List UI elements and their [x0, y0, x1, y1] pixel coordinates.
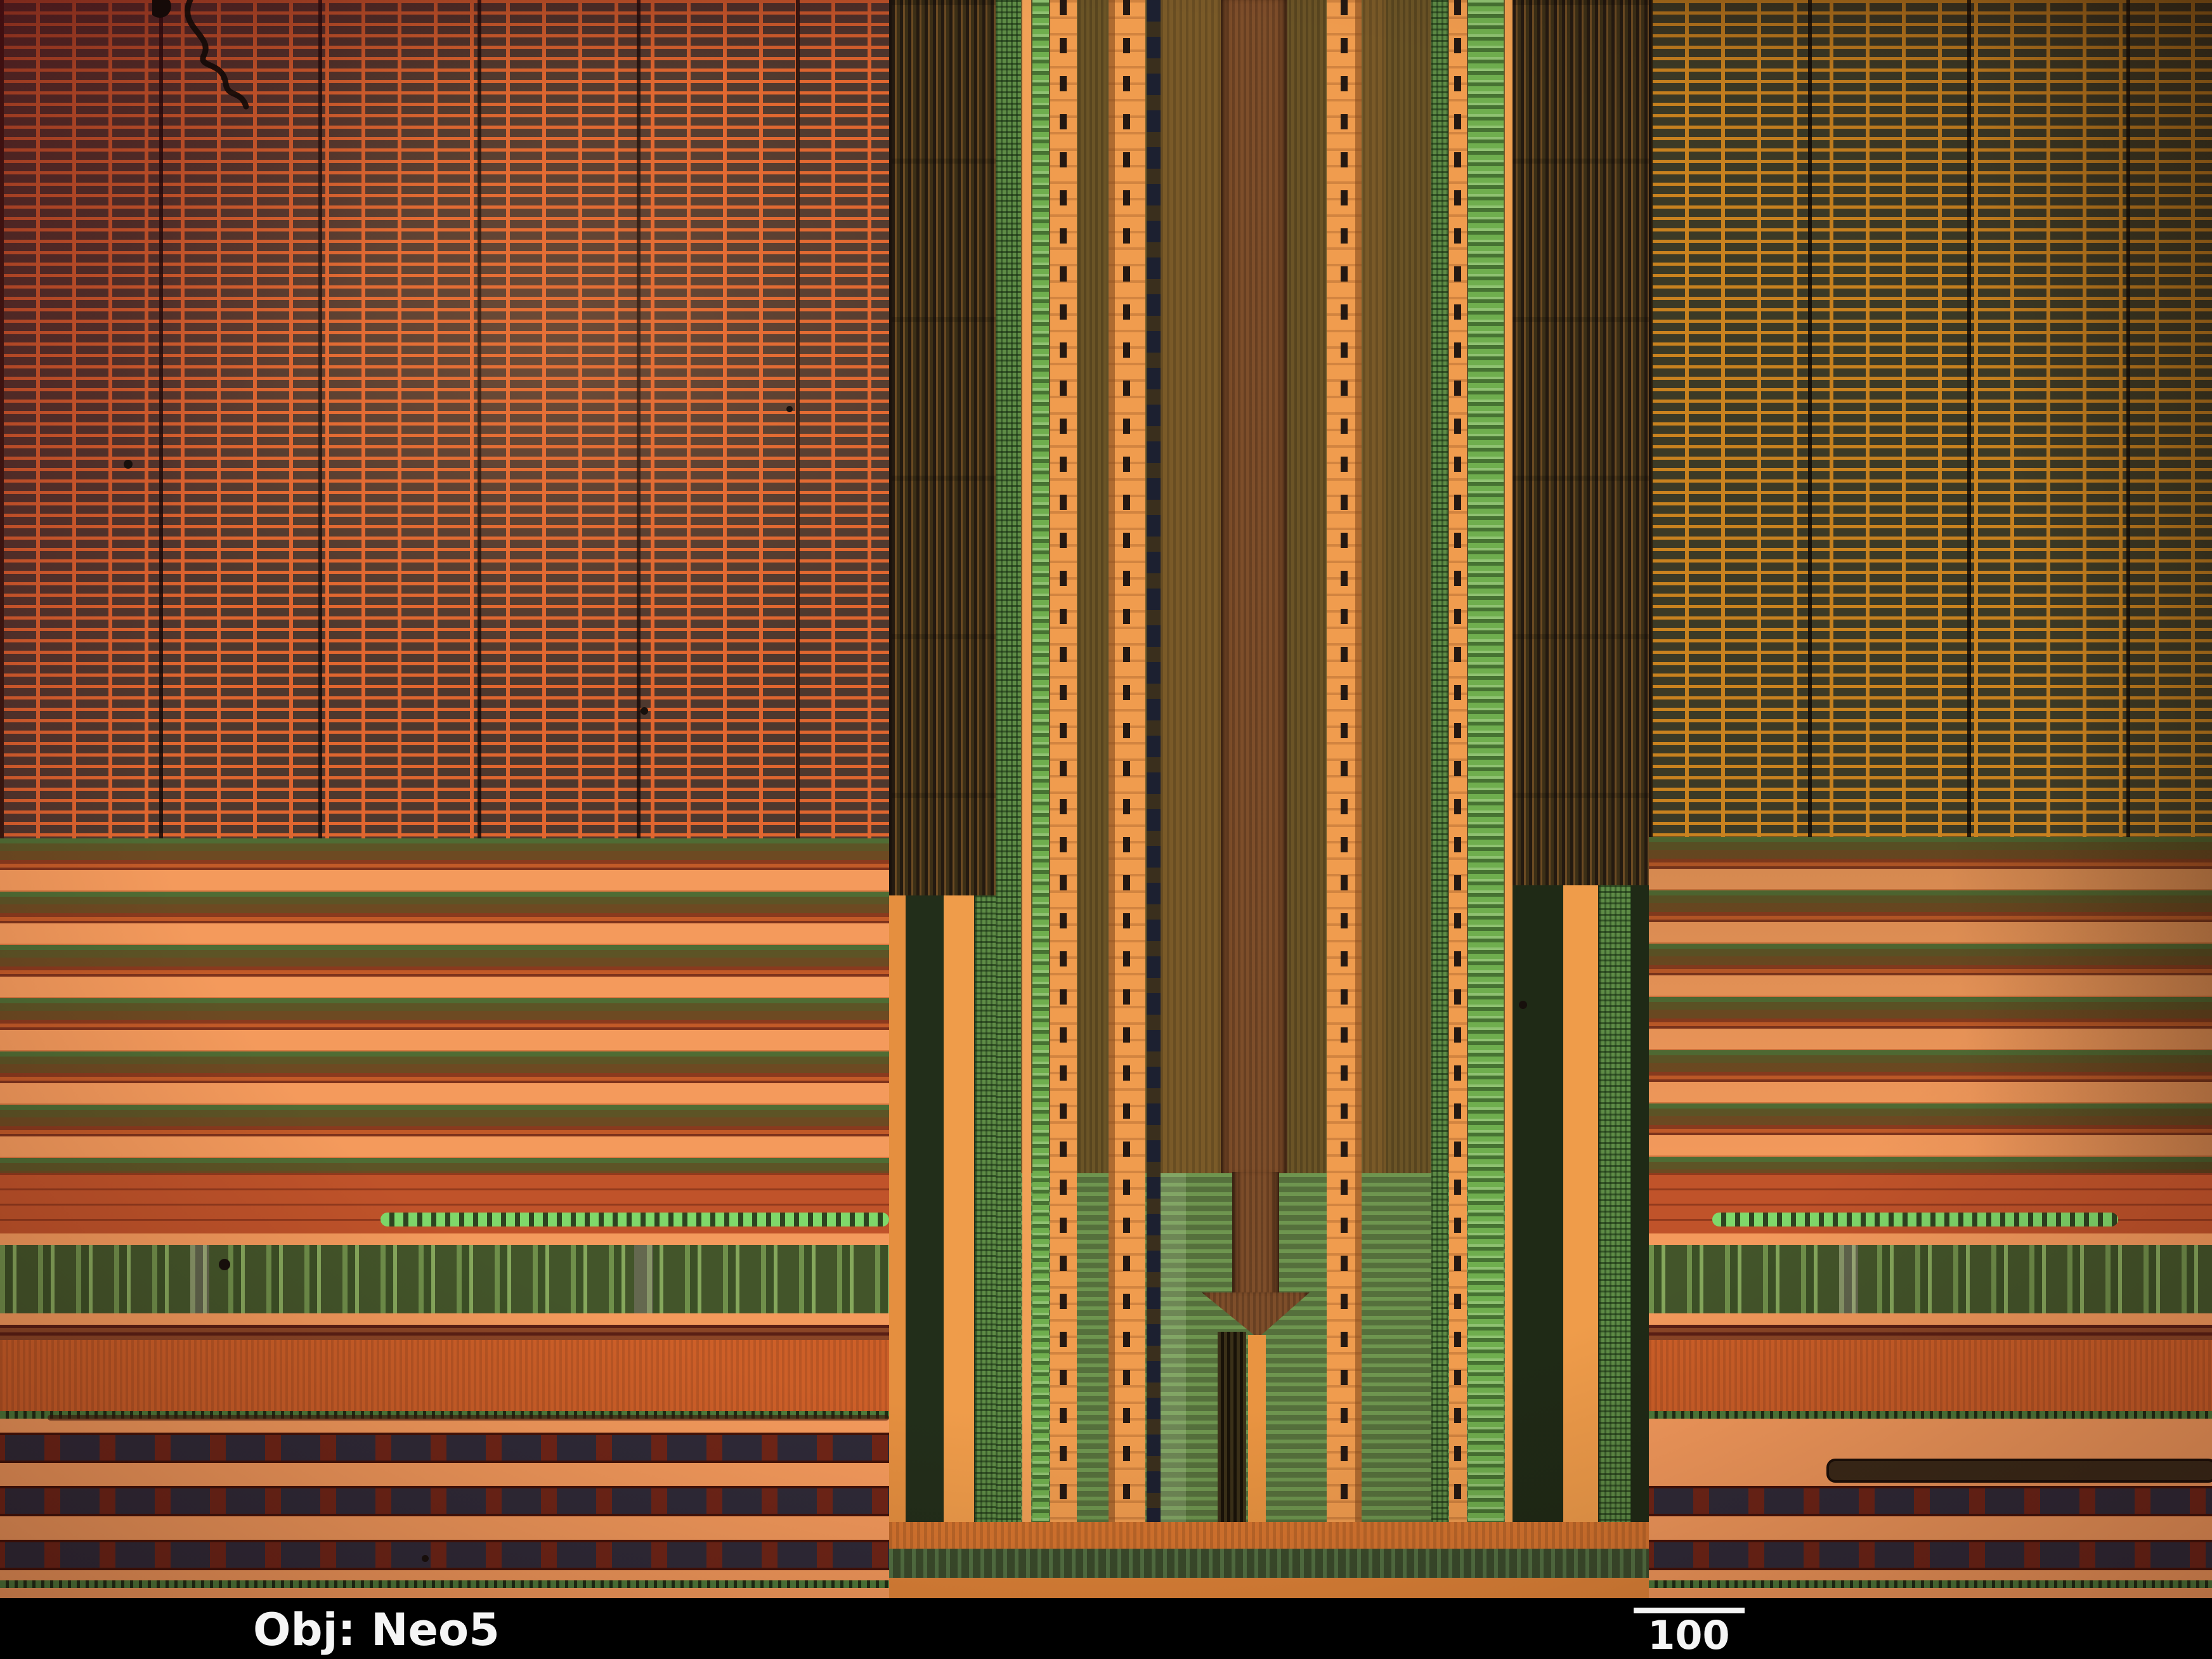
capsule-row: [1649, 1540, 2212, 1570]
orange-band: [889, 1578, 1649, 1598]
column-strip-left: [889, 895, 996, 1522]
peach-line: [0, 1233, 889, 1245]
metal-track: [889, 895, 906, 1522]
brown-bus-trunk: [1221, 0, 1287, 1173]
olive-band: [1289, 0, 1325, 1173]
orange-metal-block: [1649, 1340, 2212, 1411]
green-dotted-line: [1649, 1580, 2212, 1588]
column-strip-right: [1513, 885, 1649, 1522]
dust-speck: [641, 707, 648, 715]
logic-fabric-band: [0, 1245, 889, 1313]
logic-fabric-band: [1649, 1245, 2212, 1313]
die-photo: [0, 0, 2212, 1598]
info-bar: Obj: Neo5 100 µm: [0, 1598, 2212, 1659]
dark-fin-cluster: [1218, 1332, 1246, 1522]
dust-speck: [1519, 1001, 1527, 1009]
bus-rail: [1449, 0, 1467, 1522]
dark-slot-bar: [1826, 1459, 2212, 1483]
thin-wire: [48, 1415, 889, 1421]
stripe-band-right: [1649, 837, 2212, 1173]
green-dotted-line: [1649, 1411, 2212, 1419]
red-metal-band: [1649, 1173, 2212, 1233]
metal-line: [1248, 1335, 1266, 1522]
capsule-row-block: [1649, 1419, 2212, 1598]
olive-band: [1078, 0, 1107, 1173]
memory-array-top-left: [0, 0, 889, 838]
green-dashed-trace: [1712, 1213, 2118, 1226]
green-dotted-track: [1032, 0, 1049, 1522]
memory-array-top-right: [1649, 0, 2212, 837]
metal-line: [1505, 0, 1513, 1522]
orange-metal-block: [0, 1340, 889, 1411]
olive-band: [1386, 0, 1430, 1173]
capsule-row-block: [0, 1415, 889, 1598]
peach-line: [1649, 1233, 2212, 1245]
bottom-band-stack: [889, 1522, 1649, 1598]
dark-line-band: [0, 1325, 889, 1340]
scale-bar-line: [1633, 1608, 1745, 1613]
contact-column: [1147, 0, 1161, 1522]
dust-speck: [786, 406, 793, 412]
green-track: [1431, 0, 1448, 1522]
fin-column-zone-left: [889, 0, 998, 895]
fin-column-zone-right: [1513, 0, 1651, 885]
via-dashes: [1340, 0, 1348, 1522]
capsule-row: [0, 1540, 889, 1570]
green-dashed-trace: [381, 1213, 889, 1226]
capsule-row: [1649, 1486, 2212, 1516]
metal-track: [1563, 885, 1598, 1522]
stripe-band-left: [0, 838, 889, 1173]
green-band: [889, 1549, 1649, 1578]
dust-scratch: [152, 0, 249, 110]
dark-line-band: [1649, 1325, 2212, 1340]
via-dashes: [1454, 0, 1461, 1522]
capsule-row: [0, 1433, 889, 1463]
bus-rail: [1327, 0, 1362, 1522]
metal-line: [1022, 0, 1031, 1522]
dust-speck: [124, 460, 133, 469]
red-metal-band: [0, 1173, 889, 1233]
olive-band: [1363, 0, 1386, 1173]
green-dotted-line: [0, 1580, 889, 1588]
lower-block-left: [0, 1173, 889, 1598]
rounded-metal-bar: [1722, 1427, 1811, 1455]
metal-track: [944, 895, 974, 1522]
scale-bar-label: 100 µm: [1648, 1612, 1730, 1659]
green-dotted-track: [1468, 0, 1504, 1522]
orange-band: [889, 1522, 1649, 1549]
peach-line: [0, 1313, 889, 1325]
brown-bus-trunk-neck: [1232, 1172, 1279, 1295]
via-dashes: [1123, 0, 1130, 1522]
bus-rail: [1109, 0, 1145, 1522]
green-track: [975, 895, 996, 1522]
scale-bar: 100 µm: [1629, 1598, 1749, 1659]
via-dashes: [1060, 0, 1067, 1522]
olive-band: [1161, 0, 1221, 1173]
green-track: [1599, 885, 1631, 1522]
dust-speck: [219, 1259, 230, 1270]
green-track: [996, 0, 1021, 1522]
central-bus-zone: [996, 0, 1513, 1522]
dust-speck: [422, 1555, 429, 1562]
capsule-row: [0, 1486, 889, 1516]
objective-label: Obj: Neo5: [253, 1604, 500, 1656]
peach-line: [1649, 1313, 2212, 1325]
bus-rail: [1050, 0, 1077, 1522]
lower-block-right: [1649, 1173, 2212, 1598]
